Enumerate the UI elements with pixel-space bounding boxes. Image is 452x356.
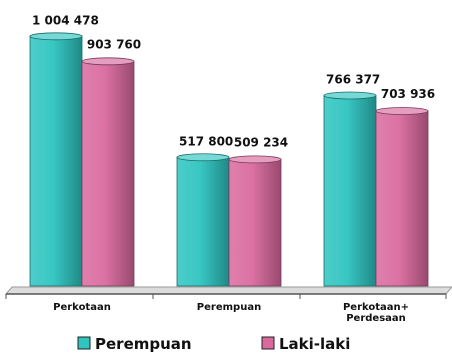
bar-perempuan-1 [176, 156, 230, 287]
bar-top-cap [81, 57, 135, 66]
bar-laki-laki-2 [375, 110, 429, 287]
legend-label: Perempuan [95, 335, 192, 353]
data-label: 1 004 478 [32, 13, 99, 27]
bar-top-cap [29, 32, 83, 41]
legend-label: Laki-laki [279, 335, 350, 353]
x-tick-label: Perkotaan+ [343, 302, 409, 313]
x-tick-label: Perempuan [197, 302, 261, 313]
legend-swatch [261, 336, 275, 350]
bar-laki-laki-1 [228, 159, 282, 287]
legend-swatch [77, 336, 91, 350]
bar-top-cap [228, 155, 282, 164]
chart-floor [4, 286, 452, 295]
x-tick-label: Perkotaan [53, 302, 111, 313]
data-label: 903 760 [87, 37, 141, 51]
bar-top-cap [323, 91, 377, 100]
x-tick-label: Perdesaan [346, 313, 406, 324]
bar-top-cap [176, 153, 230, 162]
data-label: 766 377 [326, 72, 380, 86]
bar-perempuan-0 [29, 35, 83, 287]
bar-top-cap [375, 107, 429, 115]
data-label: 509 234 [234, 135, 288, 149]
data-label: 517 800 [179, 134, 233, 148]
data-label: 703 936 [381, 87, 435, 101]
bar-perempuan-2 [323, 95, 377, 287]
bar-laki-laki-0 [81, 60, 135, 287]
